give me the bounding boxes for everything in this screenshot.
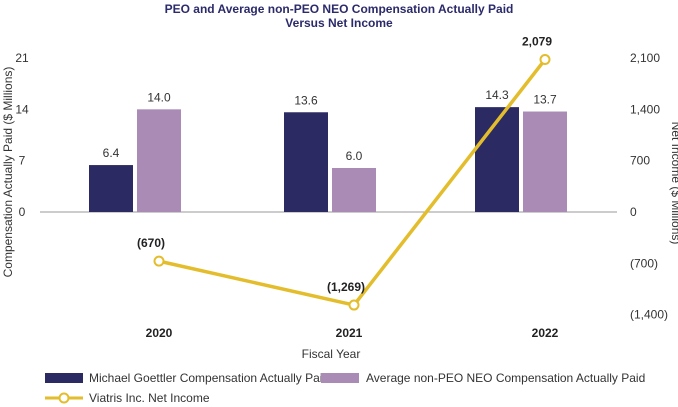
bars	[89, 107, 567, 212]
bar-1-2020	[89, 165, 133, 212]
right-tick-label: (700)	[630, 256, 658, 270]
bar-2-2021	[332, 168, 376, 212]
right-tick-label: 0	[630, 205, 637, 219]
legend-label-series-2: Average non-PEO NEO Compensation Actuall…	[366, 371, 645, 385]
category-label-2022: 2022	[532, 326, 559, 340]
left-axis-ticks: 0 7 14 21	[15, 51, 29, 219]
bar-2-2022	[523, 111, 567, 212]
left-tick-label: 0	[19, 205, 26, 219]
net-income-point-2020	[153, 255, 165, 267]
legend-swatch-series-3-marker	[58, 392, 70, 404]
net-income-value-label: (670)	[137, 236, 165, 250]
legend-swatch-series-1	[45, 373, 83, 383]
chart-title-line2: Versus Net Income	[285, 16, 393, 30]
bar-value-label: 14.3	[485, 88, 509, 102]
right-tick-label: 700	[630, 154, 650, 168]
right-axis-label: Net Income ($ Millions)	[669, 122, 678, 245]
left-tick-label: 7	[19, 154, 26, 168]
category-label-2021: 2021	[336, 326, 363, 340]
net-income-point-2021	[348, 299, 360, 311]
bar-value-label: 13.6	[294, 93, 318, 107]
bar-value-label: 13.7	[533, 93, 557, 107]
bar-value-label: 6.4	[103, 146, 120, 160]
right-axis-ticks: (1,400) (700) 0 700 1,400 2,100	[630, 51, 668, 322]
bar-labels: 6.4 13.6 14.3 14.0 6.0 13.7	[103, 88, 557, 163]
right-tick-label: 1,400	[630, 102, 660, 116]
right-tick-label: (1,400)	[630, 308, 668, 322]
bar-2-2020	[137, 109, 181, 212]
net-income-value-label: (1,269)	[327, 280, 365, 294]
left-tick-label: 21	[15, 51, 29, 65]
left-tick-label: 14	[15, 102, 29, 116]
bar-1-2022	[475, 107, 519, 212]
legend: Michael Goettler Compensation Actually P…	[45, 371, 645, 405]
category-labels: 2020 2021 2022	[146, 326, 559, 340]
right-tick-label: 2,100	[630, 51, 660, 65]
category-label-2020: 2020	[146, 326, 173, 340]
bar-value-label: 6.0	[346, 149, 363, 163]
net-income-value-label: 2,079	[522, 35, 552, 49]
net-income-point-2022	[539, 54, 551, 66]
legend-label-series-3: Viatris Inc. Net Income	[89, 391, 210, 405]
legend-label-series-1: Michael Goettler Compensation Actually P…	[89, 371, 329, 385]
chart-title-line1: PEO and Average non-PEO NEO Compensation…	[165, 2, 514, 16]
net-income-line-series: (670) (1,269) 2,079	[137, 35, 552, 311]
x-axis-label: Fiscal Year	[302, 347, 361, 361]
left-axis-label: Compensation Actually Paid ($ Millions)	[1, 67, 15, 278]
legend-swatch-series-2	[321, 373, 359, 383]
bar-value-label: 14.0	[147, 90, 171, 104]
bar-1-2021	[284, 112, 328, 212]
